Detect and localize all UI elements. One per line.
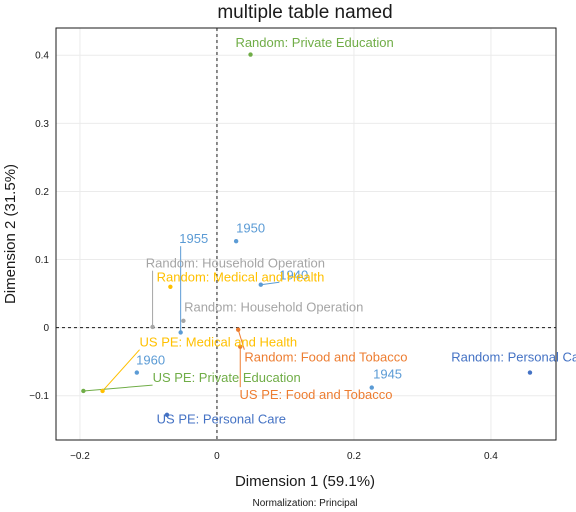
data-point — [181, 318, 186, 324]
data-point — [248, 52, 253, 57]
point-label: Random: Household Operation — [184, 299, 363, 314]
data-point — [100, 388, 105, 394]
points-layer — [81, 52, 533, 418]
data-point — [527, 370, 533, 375]
point-label: 1940 — [279, 267, 308, 282]
point-label: 1945 — [373, 367, 402, 382]
data-point — [238, 344, 243, 349]
point-label: Random: Medical and Health — [157, 269, 325, 284]
data-point — [178, 330, 183, 335]
label-connector — [237, 329, 245, 350]
point-label: 1950 — [236, 220, 265, 235]
point-labels-layer: Random: Private Education195019551940Ran… — [136, 35, 576, 427]
label-connector — [102, 349, 140, 392]
y-tick-label: −0.1 — [29, 391, 49, 402]
normalization-note: Normalization: Principal — [252, 498, 357, 509]
x-tick-label: −0.2 — [70, 451, 90, 462]
label-connector — [260, 281, 280, 286]
data-point — [233, 238, 239, 244]
point-label: US PE: Private Education — [153, 370, 301, 385]
point-label: US PE: Medical and Health — [140, 335, 298, 350]
y-tick-label: 0.1 — [35, 255, 49, 266]
data-point — [168, 284, 173, 289]
y-axis-title: Dimension 2 (31.5%) — [2, 164, 19, 304]
data-point — [369, 385, 374, 390]
y-tick-label: 0.3 — [35, 119, 49, 130]
data-point — [150, 324, 155, 330]
point-label: US PE: Food and Tobacco — [240, 387, 393, 402]
chart-title: multiple table named — [217, 2, 392, 23]
x-tick-label: 0 — [214, 451, 220, 462]
label-connector — [83, 384, 153, 392]
y-tick-label: 0 — [43, 323, 49, 334]
data-point — [235, 327, 241, 332]
label-connectors — [83, 246, 280, 392]
x-tick-label: 0.2 — [347, 451, 361, 462]
data-point — [81, 388, 86, 394]
point-label: Random: Personal Care — [451, 350, 576, 365]
point-label: 1960 — [136, 352, 165, 367]
x-tick-label: 0.4 — [484, 451, 498, 462]
point-label: Random: Household Operation — [146, 256, 325, 271]
reference-lines — [56, 28, 556, 440]
plot-frame — [55, 27, 557, 441]
y-tick-label: 0.2 — [35, 187, 49, 198]
tick-labels: −0.2 0 0.2 0.4 −0.1 0 0.1 0.2 0.3 0.4 — [29, 51, 498, 462]
data-point — [164, 412, 170, 418]
point-label: Random: Private Education — [235, 35, 393, 50]
point-label: US PE: Personal Care — [157, 412, 286, 427]
data-point — [134, 370, 140, 375]
y-tick-label: 0.4 — [35, 51, 49, 62]
point-label: Random: Food and Tobacco — [244, 350, 407, 365]
x-axis-title: Dimension 1 (59.1%) — [235, 473, 375, 490]
grid-layer — [56, 28, 556, 440]
point-label: 1955 — [179, 231, 208, 246]
data-point — [258, 282, 263, 287]
